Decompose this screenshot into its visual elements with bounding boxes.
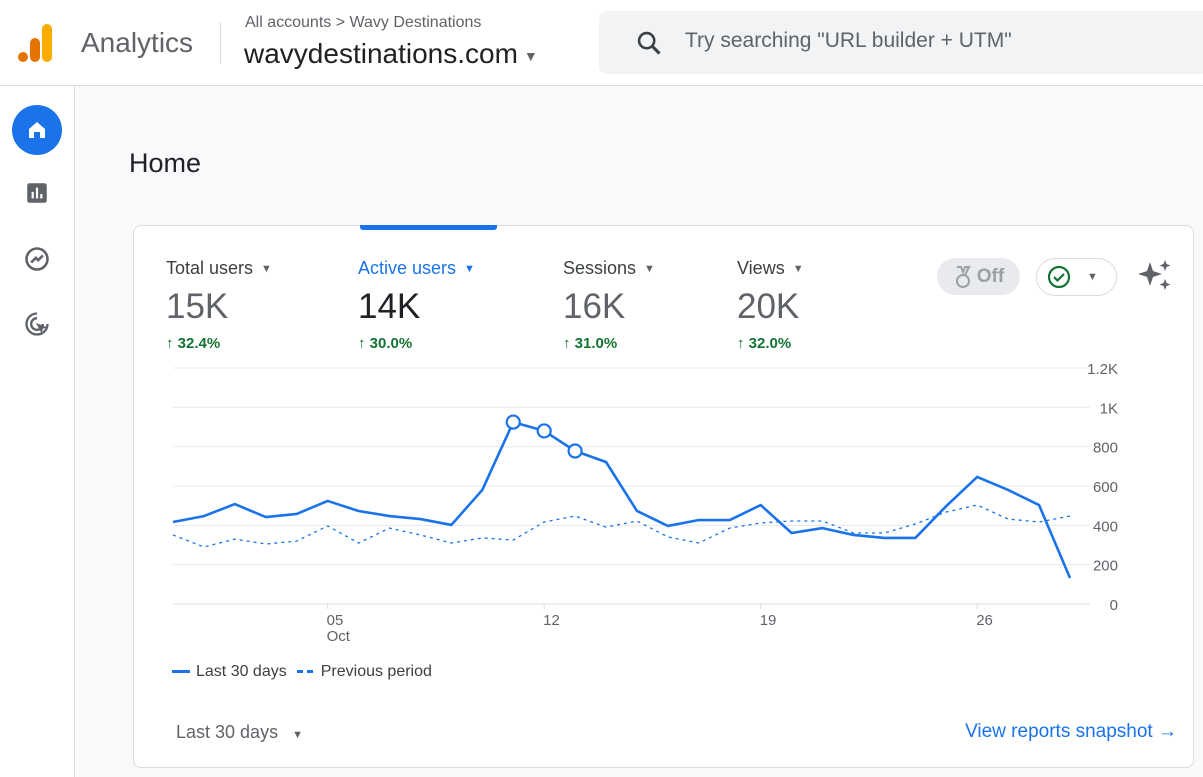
property-name: wavydestinations.com — [244, 38, 518, 69]
app-name: Analytics — [81, 27, 194, 58]
x-tick-label: 26 — [976, 612, 993, 629]
metric-change: 32.0% — [748, 335, 792, 352]
divider — [220, 22, 221, 64]
metric-label: Total users — [166, 258, 254, 278]
data-point-marker — [536, 423, 552, 439]
x-tick-label: 19 — [760, 612, 777, 629]
caret-down-icon: ▼ — [464, 263, 475, 276]
metric-label: Views — [737, 258, 785, 278]
y-tick-label: 600 — [1093, 479, 1118, 496]
caret-down-icon: ▼ — [261, 263, 272, 276]
sidebar-item-home[interactable] — [12, 105, 62, 155]
property-selector[interactable]: wavydestinations.com ▼ — [244, 38, 538, 70]
metric-value: 20K — [737, 287, 800, 326]
y-tick-label: 400 — [1093, 518, 1118, 535]
y-tick-label: 200 — [1093, 558, 1118, 575]
metric-value: 15K — [166, 287, 229, 326]
breadcrumb[interactable]: All accounts > Wavy Destinations — [245, 14, 482, 31]
advertising-icon — [25, 312, 49, 336]
date-range-selector[interactable]: Last 30 days ▼ — [176, 722, 303, 743]
dashed-line-swatch — [296, 670, 315, 674]
y-tick-label: 1K — [1100, 400, 1118, 417]
y-tick-label: 1.2K — [1087, 361, 1118, 378]
series-line-current — [172, 420, 1072, 579]
data-quality-dropdown[interactable]: ▼ — [1036, 258, 1117, 296]
data-point-marker — [567, 443, 583, 459]
arrow-up-icon: ↑ — [358, 335, 370, 352]
link-label: View reports snapshot — [965, 721, 1153, 742]
check-circle-icon — [1047, 265, 1071, 289]
metric-change: 32.4% — [177, 335, 221, 352]
y-tick-label: 800 — [1093, 440, 1118, 457]
metric-views[interactable]: Views ▼ 20K ↑ 32.0% — [737, 258, 804, 352]
legend-item-current: Last 30 days — [172, 663, 287, 681]
metric-label: Sessions — [563, 258, 637, 278]
home-icon — [29, 122, 45, 138]
main-content: Home Total users ▼ 15K ↑ 32.4% Active users… — [76, 86, 1203, 777]
caret-down-icon: ▼ — [523, 47, 538, 64]
chart-legend: Last 30 days Previous period — [172, 663, 432, 681]
x-tick-sublabel: Oct — [327, 628, 351, 645]
arrow-up-icon: ↑ — [737, 335, 749, 352]
y-tick-label: 0 — [1110, 597, 1118, 614]
analytics-logo[interactable] — [18, 22, 54, 62]
search-input[interactable] — [685, 29, 1165, 53]
metric-label: Active users — [358, 258, 457, 278]
arrow-up-icon: ↑ — [563, 335, 575, 352]
sidebar-item-explore[interactable] — [12, 234, 62, 284]
metric-total-users[interactable]: Total users ▼ 15K ↑ 32.4% — [166, 258, 272, 352]
overview-card: Total users ▼ 15K ↑ 32.4% Active users ▼ 14K ↑… — [133, 225, 1194, 768]
metric-change: 30.0% — [369, 335, 413, 352]
solid-line-swatch — [172, 670, 190, 674]
arrow-right-icon: → — [1152, 721, 1177, 742]
sidebar-item-advertising[interactable] — [12, 299, 62, 349]
search-bar[interactable] — [599, 11, 1203, 74]
sidebar-item-reports[interactable] — [12, 168, 62, 218]
metric-active-users[interactable]: Active users ▼ 14K ↑ 30.0% — [358, 258, 475, 352]
sparkle-icon[interactable] — [1138, 258, 1172, 292]
metric-sessions[interactable]: Sessions ▼ 16K ↑ 31.0% — [563, 258, 655, 352]
metric-value: 16K — [563, 287, 626, 326]
data-point-marker — [505, 414, 521, 430]
metric-value: 14K — [358, 287, 421, 326]
caret-down-icon: ▼ — [792, 263, 804, 276]
active-tab-indicator — [360, 225, 497, 230]
toggle-label: Off — [976, 265, 1005, 287]
view-reports-snapshot-link[interactable]: View reports snapshot → — [965, 721, 1177, 743]
page-title: Home — [129, 148, 202, 178]
legend-label: Previous period — [320, 663, 432, 680]
explore-icon — [25, 247, 49, 271]
top-bar: Analytics All accounts > Wavy Destinatio… — [0, 0, 1203, 86]
search-icon — [637, 31, 661, 55]
legend-label: Last 30 days — [196, 663, 287, 680]
sidebar — [0, 86, 75, 777]
date-range-label: Last 30 days — [176, 722, 279, 742]
x-tick-label: 05 — [327, 612, 344, 629]
legend-item-previous: Previous period — [296, 663, 432, 681]
caret-down-icon: ▼ — [1087, 271, 1098, 283]
series-line-previous — [172, 504, 1071, 548]
caret-down-icon: ▼ — [644, 263, 655, 276]
insights-toggle[interactable]: Off — [937, 258, 1020, 295]
x-tick-label: 12 — [543, 612, 560, 629]
arrow-up-icon: ↑ — [166, 335, 178, 352]
reports-icon — [27, 183, 47, 203]
metric-change: 31.0% — [574, 335, 618, 352]
medal-icon — [955, 265, 971, 288]
caret-down-icon: ▼ — [292, 729, 303, 741]
